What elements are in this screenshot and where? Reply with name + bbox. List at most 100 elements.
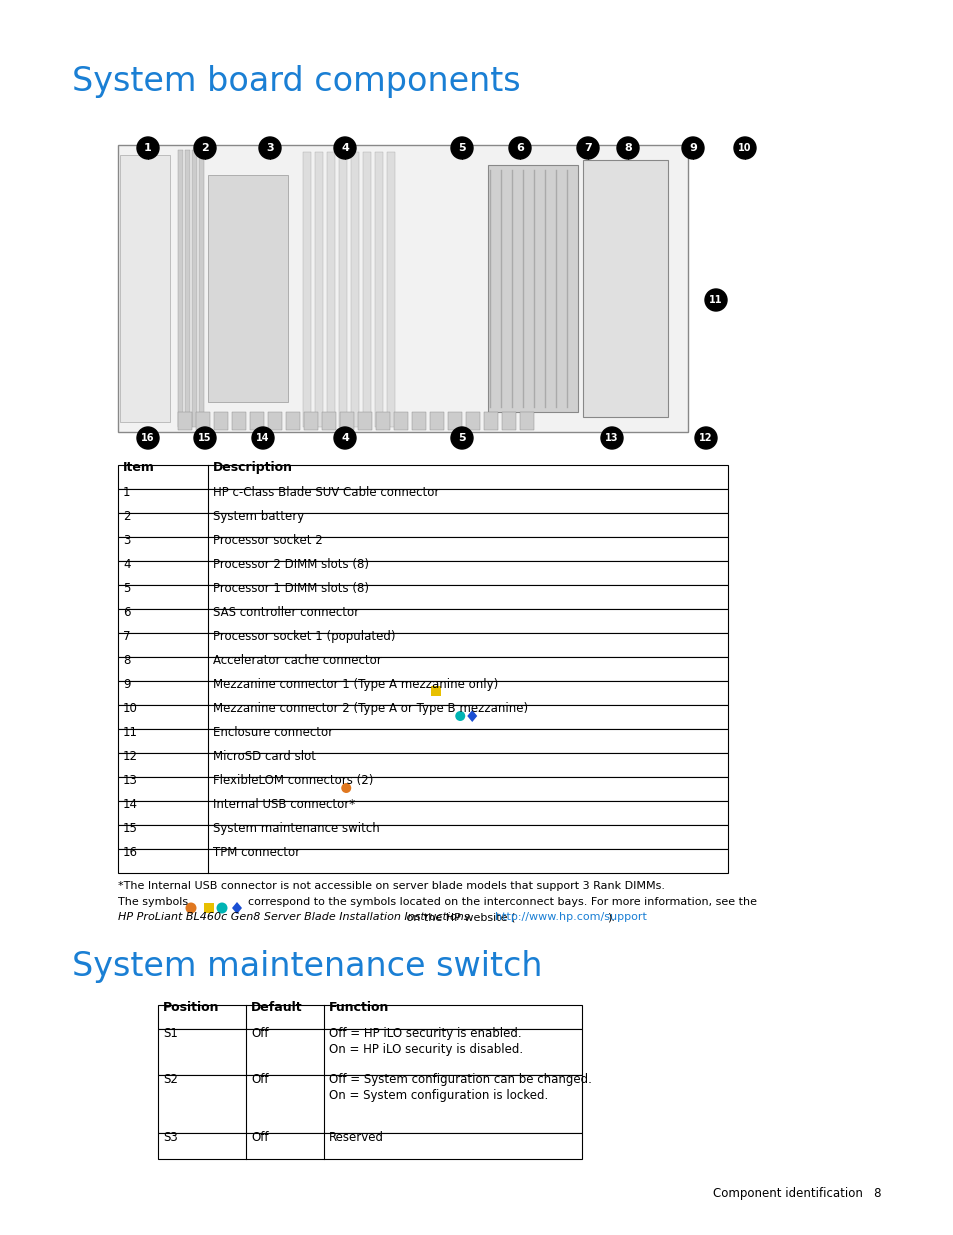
Text: 8: 8 — [623, 143, 631, 153]
Text: Mezzanine connector 2 (Type A or Type B mezzanine): Mezzanine connector 2 (Type A or Type B … — [213, 701, 532, 715]
Text: 11: 11 — [708, 295, 722, 305]
Circle shape — [617, 137, 639, 159]
Text: 5: 5 — [457, 143, 465, 153]
Bar — [314, 152, 323, 427]
Bar — [118, 657, 727, 680]
Text: HP ProLiant BL460c Gen8 Server Blade Installation Instructions: HP ProLiant BL460c Gen8 Server Blade Ins… — [118, 911, 469, 923]
Bar — [327, 152, 335, 427]
Bar — [465, 412, 479, 430]
Text: 9: 9 — [688, 143, 697, 153]
Text: Accelerator cache connector: Accelerator cache connector — [213, 655, 381, 667]
Text: http://www.hp.com/support: http://www.hp.com/support — [495, 911, 646, 923]
Bar — [488, 165, 578, 412]
Text: HP c-Class Blade SUV Cable connector: HP c-Class Blade SUV Cable connector — [213, 487, 439, 499]
Text: Description: Description — [213, 461, 293, 474]
Text: 3: 3 — [123, 534, 131, 547]
Circle shape — [258, 137, 281, 159]
Bar — [118, 561, 727, 585]
Text: TPM connector: TPM connector — [213, 846, 300, 860]
Bar — [268, 412, 282, 430]
Text: 8: 8 — [123, 655, 131, 667]
Text: 2: 2 — [201, 143, 209, 153]
Bar — [195, 412, 210, 430]
Bar — [158, 1132, 581, 1158]
Circle shape — [185, 903, 196, 914]
Text: On = HP iLO security is disabled.: On = HP iLO security is disabled. — [329, 1044, 522, 1056]
Text: Off: Off — [251, 1131, 268, 1144]
Circle shape — [681, 137, 703, 159]
Text: Reserved: Reserved — [329, 1131, 384, 1144]
Text: Processor socket 2: Processor socket 2 — [213, 534, 322, 547]
Text: 10: 10 — [123, 701, 138, 715]
Bar — [192, 149, 196, 427]
Text: Processor 2 DIMM slots (8): Processor 2 DIMM slots (8) — [213, 558, 369, 571]
Bar — [412, 412, 426, 430]
Bar — [118, 466, 727, 489]
Text: Position: Position — [163, 1002, 219, 1014]
Bar — [250, 412, 264, 430]
Polygon shape — [467, 710, 476, 722]
Text: 16: 16 — [123, 846, 138, 860]
Text: On = System configuration is locked.: On = System configuration is locked. — [329, 1089, 548, 1102]
Bar — [118, 705, 727, 729]
Bar — [303, 152, 311, 427]
Bar — [118, 489, 727, 513]
Text: 13: 13 — [123, 774, 138, 787]
Circle shape — [577, 137, 598, 159]
Text: Component identification   8: Component identification 8 — [713, 1187, 882, 1200]
Text: 12: 12 — [699, 433, 712, 443]
Text: *The Internal USB connector is not accessible on server blade models that suppor: *The Internal USB connector is not acces… — [118, 881, 664, 890]
Bar — [338, 152, 347, 427]
Text: 7: 7 — [123, 630, 131, 643]
Bar — [178, 149, 183, 427]
Text: 1: 1 — [144, 143, 152, 153]
Text: 13: 13 — [604, 433, 618, 443]
Text: 9: 9 — [123, 678, 131, 692]
Text: Off = HP iLO security is enabled.: Off = HP iLO security is enabled. — [329, 1028, 521, 1040]
Circle shape — [216, 903, 227, 914]
Circle shape — [695, 427, 717, 450]
Bar — [394, 412, 408, 430]
Text: Off: Off — [251, 1028, 268, 1040]
Bar — [185, 149, 190, 427]
Text: Processor 1 DIMM slots (8): Processor 1 DIMM slots (8) — [213, 582, 369, 595]
Bar — [158, 1005, 581, 1029]
Text: System maintenance switch: System maintenance switch — [213, 823, 379, 835]
Bar — [118, 777, 727, 802]
Text: System board components: System board components — [71, 65, 520, 98]
Circle shape — [334, 137, 355, 159]
Text: System battery: System battery — [213, 510, 304, 522]
Text: Internal USB connector*: Internal USB connector* — [213, 798, 355, 811]
Bar — [351, 152, 358, 427]
Circle shape — [137, 137, 159, 159]
Bar — [118, 144, 687, 432]
Text: 14: 14 — [123, 798, 138, 811]
Text: 6: 6 — [516, 143, 523, 153]
Bar — [431, 685, 441, 697]
Circle shape — [252, 427, 274, 450]
Bar — [158, 1074, 581, 1132]
Bar — [118, 848, 727, 873]
Text: Function: Function — [329, 1002, 389, 1014]
Bar — [118, 585, 727, 609]
Text: 4: 4 — [341, 143, 349, 153]
Bar — [158, 1029, 581, 1074]
Text: Enclosure connector: Enclosure connector — [213, 726, 333, 739]
Bar — [322, 412, 335, 430]
Circle shape — [455, 711, 465, 721]
Text: 12: 12 — [123, 750, 138, 763]
Text: on the HP website (: on the HP website ( — [402, 911, 515, 923]
Bar — [232, 412, 246, 430]
Bar — [118, 729, 727, 753]
Bar — [501, 412, 516, 430]
Bar — [118, 537, 727, 561]
Text: Off: Off — [251, 1073, 268, 1086]
Bar — [118, 825, 727, 848]
Text: 5: 5 — [123, 582, 131, 595]
Text: 1: 1 — [123, 487, 131, 499]
Bar — [483, 412, 497, 430]
Bar — [178, 412, 192, 430]
Bar — [304, 412, 317, 430]
Circle shape — [451, 427, 473, 450]
Bar — [582, 161, 667, 417]
